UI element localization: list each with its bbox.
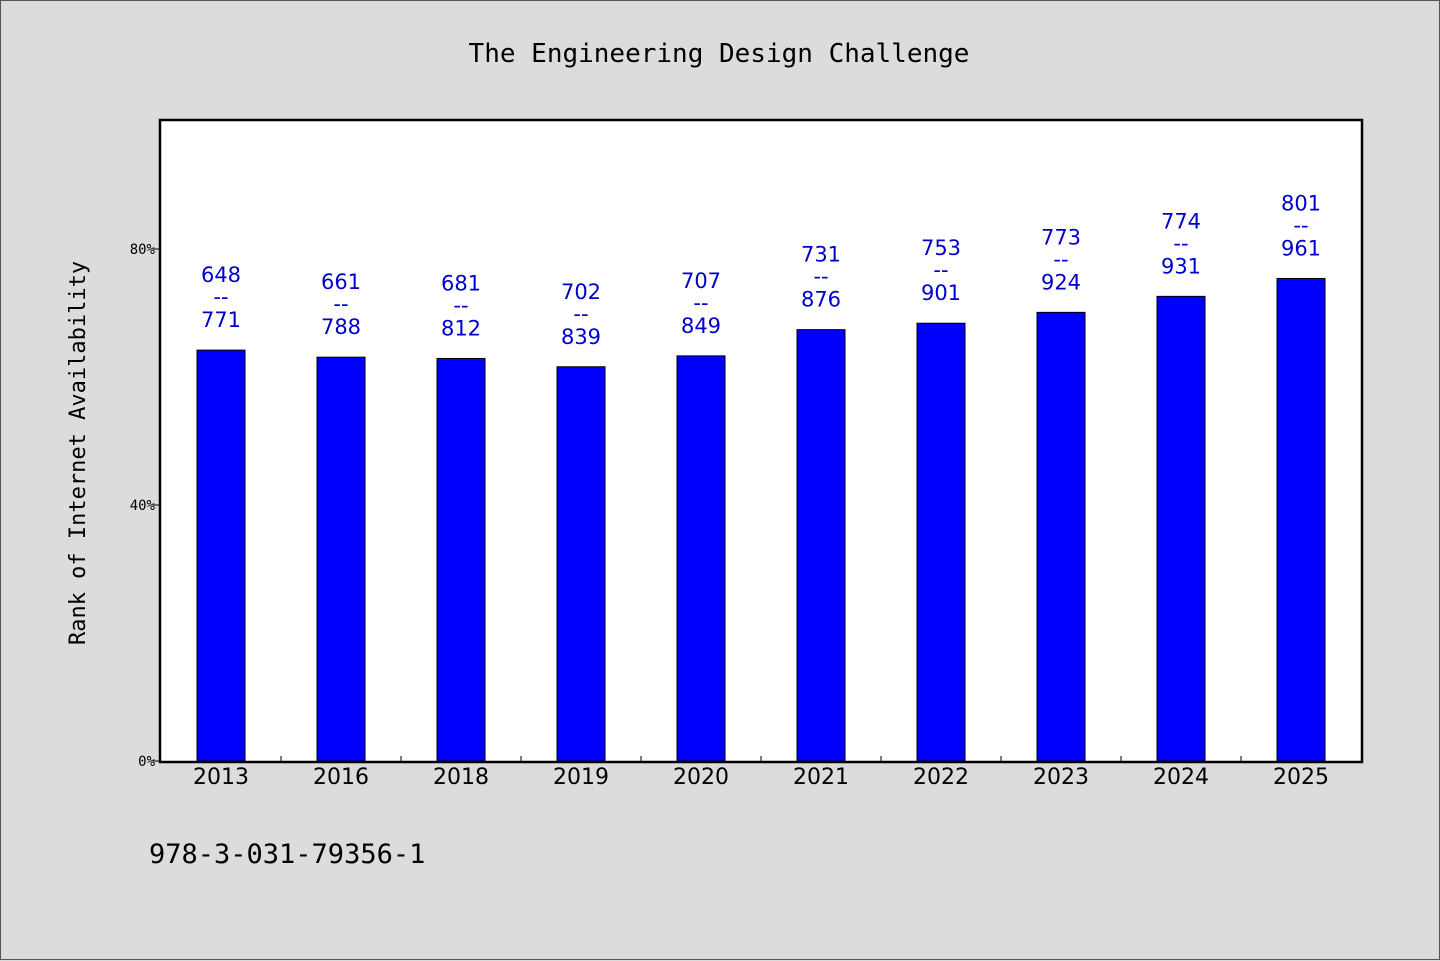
y-axis: 0% 40% 80% [130, 242, 161, 770]
data-label-separator: -- [213, 285, 228, 309]
x-tick-label: 2020 [673, 765, 729, 790]
bar [556, 366, 606, 762]
data-label-bottom: 839 [561, 325, 601, 349]
data-label-bottom: 931 [1161, 254, 1201, 278]
y-tick-label: 80% [130, 242, 156, 258]
chart-title: The Engineering Design Challenge [469, 39, 970, 69]
x-tick-label: 2025 [1273, 765, 1329, 790]
data-label-top: 774 [1161, 209, 1201, 233]
x-tick-label: 2022 [913, 765, 969, 790]
bar [436, 357, 486, 762]
data-label-bottom: 924 [1041, 270, 1081, 294]
bar [676, 355, 726, 762]
data-label-bottom: 876 [801, 288, 841, 312]
y-tick-label: 0% [138, 754, 155, 770]
x-tick-label: 2013 [193, 765, 249, 790]
data-label-bottom: 849 [681, 314, 721, 338]
data-label-separator: -- [1293, 213, 1308, 237]
data-label-top: 773 [1041, 225, 1081, 249]
bar [316, 356, 366, 762]
bar [1036, 311, 1086, 762]
bar [916, 322, 966, 762]
bar [796, 329, 846, 762]
x-tick-label: 2018 [433, 765, 489, 790]
data-label-separator: -- [1053, 247, 1068, 271]
data-labels: 648--771661--788681--812702--839707--849… [201, 191, 1321, 348]
data-label-separator: -- [693, 291, 708, 315]
x-tick-label: 2023 [1033, 765, 1089, 790]
data-label-bottom: 788 [321, 315, 361, 339]
data-label-separator: -- [453, 293, 468, 317]
data-label-bottom: 901 [921, 281, 961, 305]
data-label-separator: -- [573, 302, 588, 326]
data-label-top: 702 [561, 280, 601, 304]
bar [196, 349, 246, 762]
bar [1156, 295, 1206, 762]
data-label-bottom: 961 [1281, 236, 1321, 260]
x-tick-label: 2024 [1153, 765, 1209, 790]
isbn-label: 978-3-031-79356-1 [149, 839, 425, 870]
x-tick-label: 2021 [793, 765, 849, 790]
data-label-bottom: 812 [441, 316, 481, 340]
data-label-top: 731 [801, 243, 841, 267]
y-tick-label: 40% [130, 498, 156, 514]
x-axis: 2013 2016 2018 2019 2020 2021 2022 2023 2024 2025 [193, 756, 1329, 790]
data-label-separator: -- [1173, 231, 1188, 255]
y-axis-title: Rank of Internet Availability [66, 261, 91, 645]
data-label-separator: -- [933, 258, 948, 282]
data-label-top: 707 [681, 269, 721, 293]
data-label-separator: -- [813, 265, 828, 289]
data-label-top: 648 [201, 263, 241, 287]
bar [1276, 277, 1326, 762]
x-tick-label: 2019 [553, 765, 609, 790]
data-label-top: 753 [921, 236, 961, 260]
data-label-top: 681 [441, 271, 481, 295]
data-label-top: 661 [321, 270, 361, 294]
x-tick-label: 2016 [313, 765, 369, 790]
data-label-top: 801 [1281, 191, 1321, 215]
bar-series [196, 277, 1326, 762]
data-label-bottom: 771 [201, 308, 241, 332]
data-label-separator: -- [333, 292, 348, 316]
